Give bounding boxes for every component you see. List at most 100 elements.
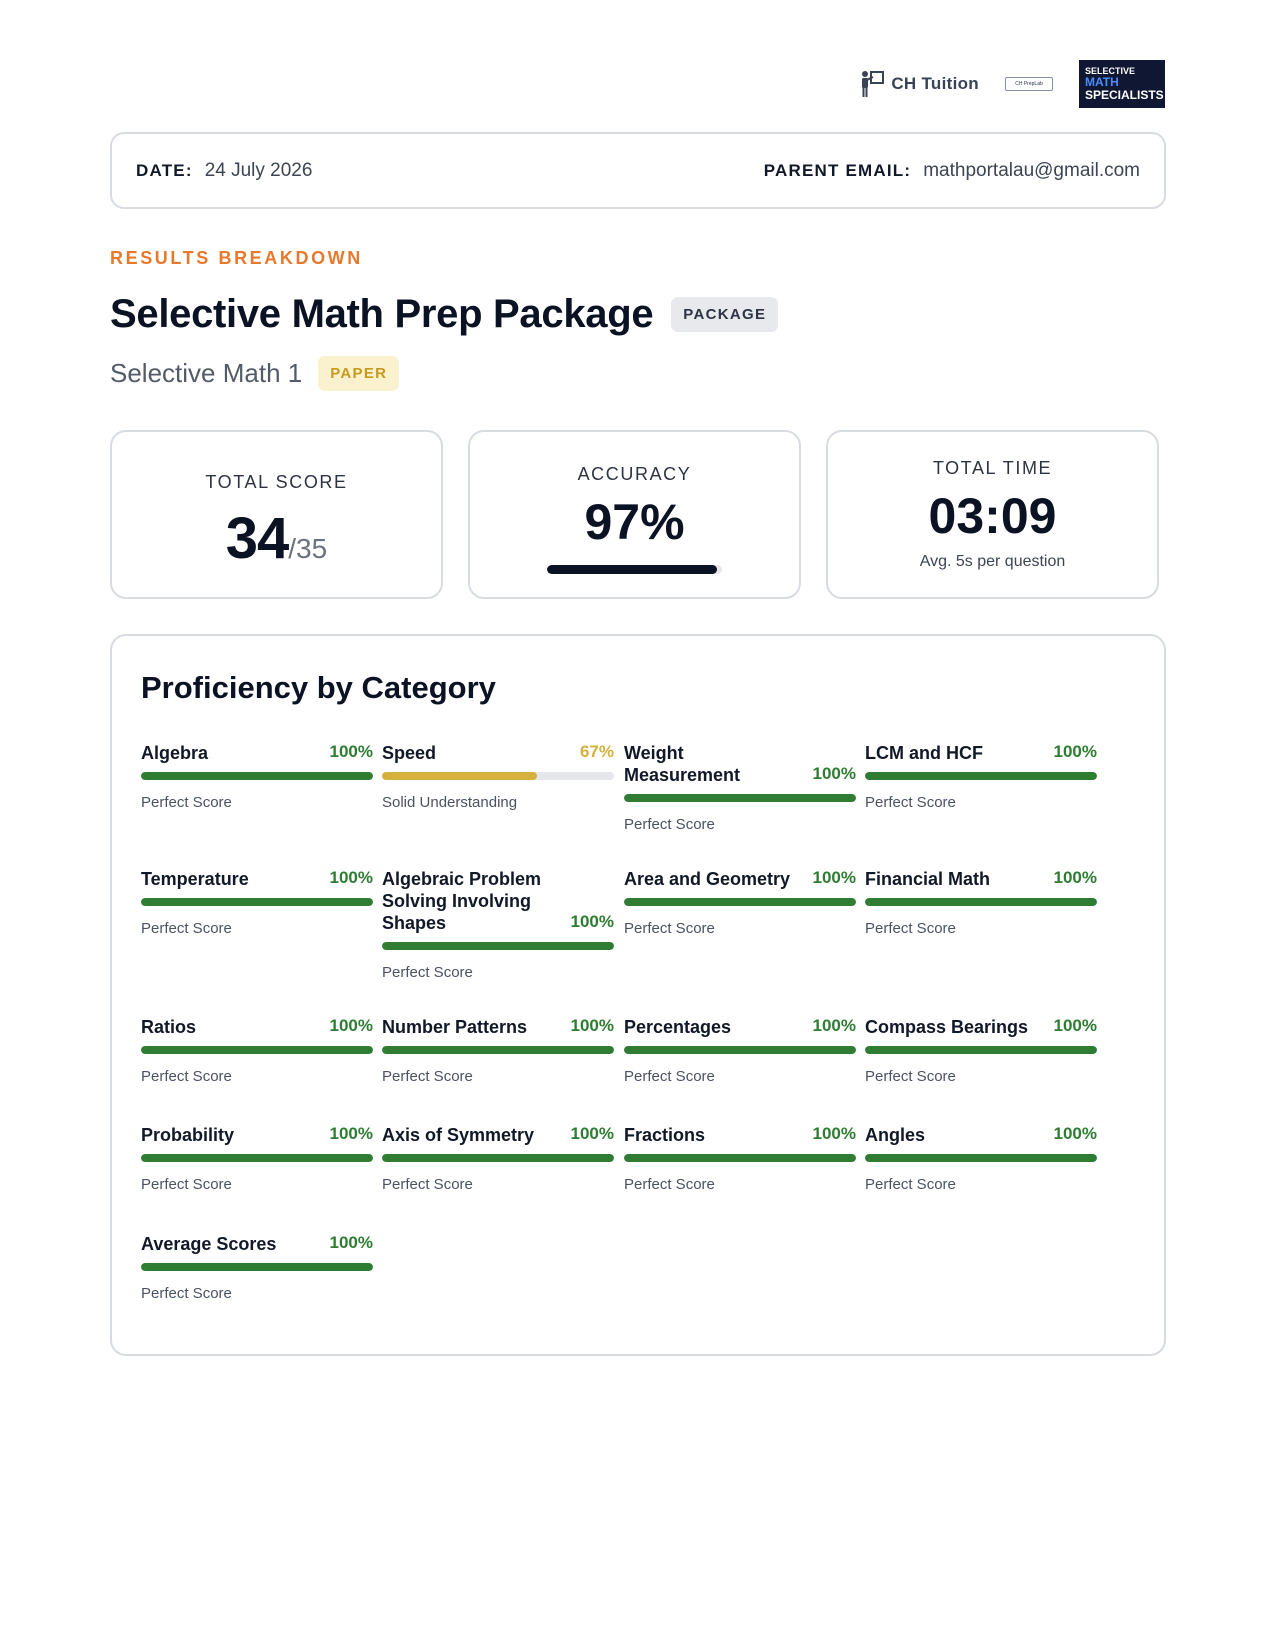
category-header: Average Scores 100% <box>141 1219 373 1263</box>
accuracy-bar <box>547 565 722 574</box>
category-status: Perfect Score <box>141 1285 232 1302</box>
category-header: Weight Measurement 100% <box>624 728 856 794</box>
selective-math-specialists-logo: SELECTIVE MATH SPECIALISTS <box>1079 60 1165 108</box>
category-percent: 100% <box>570 1016 614 1035</box>
total-score-label: TOTAL SCORE <box>205 472 348 492</box>
category-progress-fill <box>141 1154 373 1162</box>
category-header: Axis of Symmetry 100% <box>382 1110 614 1154</box>
category-item: Angles 100% Perfect Score <box>865 1110 1097 1193</box>
title-row: Selective Math Prep Package PACKAGE <box>110 292 779 337</box>
category-progress-bar <box>141 1263 373 1271</box>
category-header: Algebraic Problem Solving Involving Shap… <box>382 854 614 942</box>
category-name: Financial Math <box>865 869 991 889</box>
category-item: Percentages 100% Perfect Score <box>624 1002 856 1085</box>
category-name: Fractions <box>624 1125 706 1145</box>
category-status: Perfect Score <box>865 794 956 811</box>
category-name: Area and Geometry <box>624 869 791 889</box>
category-progress-fill <box>865 1046 1097 1054</box>
category-item: Fractions 100% Perfect Score <box>624 1110 856 1193</box>
category-progress-fill <box>141 898 373 906</box>
ch-tuition-logo: CH Tuition <box>859 69 979 99</box>
total-time-value: 03:09 <box>928 488 1057 544</box>
category-progress-bar <box>141 772 373 780</box>
category-item: Axis of Symmetry 100% Perfect Score <box>382 1110 614 1193</box>
category-name: Temperature <box>141 869 249 889</box>
category-percent: 100% <box>812 764 856 783</box>
category-progress-bar <box>624 1154 856 1162</box>
category-name: Speed <box>382 743 437 763</box>
category-percent: 100% <box>812 1124 856 1143</box>
category-status: Perfect Score <box>382 1176 473 1193</box>
category-item: Temperature 100% Perfect Score <box>141 854 373 937</box>
parent-email-field: PARENT EMAIL: mathportalau@gmail.com <box>764 160 1140 182</box>
category-progress-fill <box>141 772 373 780</box>
category-item: LCM and HCF 100% Perfect Score <box>865 728 1097 811</box>
category-header: Angles 100% <box>865 1110 1097 1154</box>
category-progress-fill <box>865 772 1097 780</box>
category-header: Algebra 100% <box>141 728 373 772</box>
category-progress-bar <box>382 1154 614 1162</box>
category-status: Perfect Score <box>865 920 956 937</box>
category-percent: 100% <box>329 742 373 761</box>
category-header: Ratios 100% <box>141 1002 373 1046</box>
category-item: Compass Bearings 100% Perfect Score <box>865 1002 1097 1085</box>
category-item: Financial Math 100% Perfect Score <box>865 854 1097 937</box>
category-name: Algebra <box>141 743 209 763</box>
category-name: Ratios <box>141 1017 197 1037</box>
category-status: Perfect Score <box>141 1068 232 1085</box>
category-percent: 100% <box>570 1124 614 1143</box>
date-field: DATE: 24 July 2026 <box>136 160 312 182</box>
parent-email-label: PARENT EMAIL: <box>763 160 912 180</box>
category-status: Perfect Score <box>141 920 232 937</box>
score-total: /35 <box>288 533 328 564</box>
category-progress-bar <box>382 772 614 780</box>
category-progress-fill <box>382 1154 614 1162</box>
paper-badge: PAPER <box>318 356 400 391</box>
parent-email-value: mathportalau@gmail.com <box>923 159 1140 181</box>
category-status: Perfect Score <box>382 1068 473 1085</box>
date-value: 24 July 2026 <box>204 159 313 181</box>
category-status: Perfect Score <box>865 1176 956 1193</box>
category-progress-fill <box>382 942 614 950</box>
category-percent: 100% <box>812 868 856 887</box>
category-percent: 67% <box>579 742 614 761</box>
prep-lab-name: CH PrepLab <box>1015 81 1043 87</box>
category-item: Number Patterns 100% Perfect Score <box>382 1002 614 1085</box>
total-time-label: TOTAL TIME <box>932 458 1053 478</box>
total-score-card: TOTAL SCORE 34/35 <box>110 430 443 599</box>
category-item: Area and Geometry 100% Perfect Score <box>624 854 856 937</box>
proficiency-title: Proficiency by Category <box>141 670 496 705</box>
category-progress-fill <box>624 794 856 802</box>
category-status: Perfect Score <box>624 1176 715 1193</box>
category-name: Average Scores <box>141 1234 277 1254</box>
category-progress-bar <box>865 1046 1097 1054</box>
category-status: Perfect Score <box>624 920 715 937</box>
category-header: Financial Math 100% <box>865 854 1097 898</box>
proficiency-panel: Proficiency by Category Algebra 100% Perfe… <box>110 634 1166 1356</box>
category-name: Number Patterns <box>382 1017 528 1037</box>
category-progress-fill <box>624 1046 856 1054</box>
category-progress-bar <box>865 1154 1097 1162</box>
category-name: LCM and HCF <box>865 743 983 763</box>
accuracy-value: 97% <box>584 494 685 550</box>
category-header: Area and Geometry 100% <box>624 854 856 898</box>
score-number: 34 <box>225 506 290 571</box>
category-status: Perfect Score <box>624 816 715 833</box>
category-progress-bar <box>624 1046 856 1054</box>
date-label: DATE: <box>136 160 193 180</box>
category-status: Perfect Score <box>382 964 473 981</box>
category-progress-fill <box>624 1154 856 1162</box>
sms-line1: SELECTIVE <box>1085 65 1136 76</box>
category-progress-bar <box>382 1046 614 1054</box>
category-header: Compass Bearings 100% <box>865 1002 1097 1046</box>
category-percent: 100% <box>329 868 373 887</box>
accuracy-bar-fill <box>547 565 717 574</box>
teacher-board-icon <box>862 71 885 97</box>
category-header: Number Patterns 100% <box>382 1002 614 1046</box>
category-name: Percentages <box>624 1017 732 1037</box>
category-name: Angles <box>865 1125 926 1145</box>
category-progress-bar <box>865 772 1097 780</box>
total-time-card: TOTAL TIME 03:09 Avg. 5s per question <box>826 430 1159 599</box>
package-badge: PACKAGE <box>671 297 779 332</box>
category-percent: 100% <box>329 1233 373 1252</box>
